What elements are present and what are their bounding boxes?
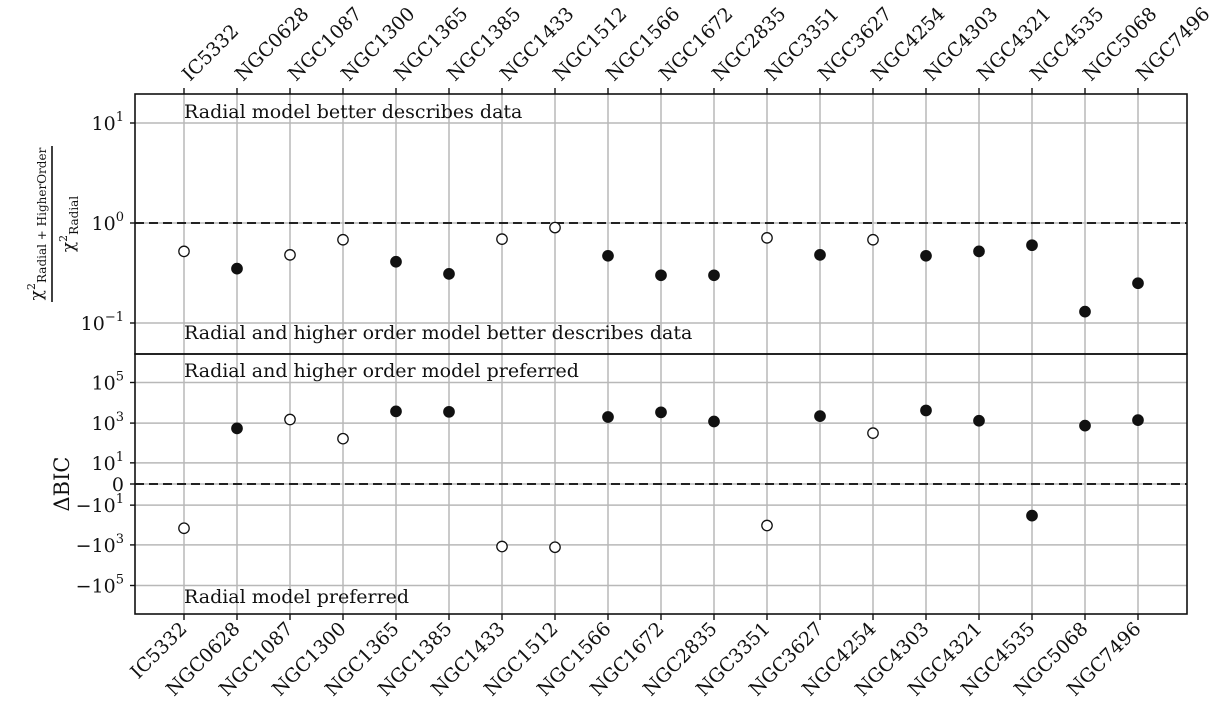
top-ytick-label: 10−1	[81, 310, 124, 335]
top-point-NGC3627	[814, 249, 826, 261]
top-point-IC5332	[178, 245, 190, 258]
reference-lines	[135, 222, 1187, 485]
top-point-NGC3351	[761, 232, 773, 244]
annotation-top-lower: Radial and higher order model better des…	[184, 322, 692, 344]
bottom-point-NGC1512	[549, 541, 561, 554]
bottom-point-NGC1433	[496, 540, 508, 553]
bottom-ylabel: ΔBIC	[50, 457, 74, 512]
top-ylabel: χ2Radial + HigherOrder χ2Radial	[25, 146, 81, 302]
bottom-ytick-label: 105	[92, 369, 124, 394]
top-point-NGC0628	[231, 262, 243, 275]
chart-text: 10110010−11051031010−101−103−105IC5332IC…	[25, 3, 1215, 700]
axes-frame	[130, 88, 1188, 620]
top-point-NGC4321	[973, 245, 985, 258]
bottom-point-NGC2835	[708, 415, 720, 428]
bottom-point-NGC1365	[390, 405, 402, 418]
bottom-point-NGC1087	[284, 413, 296, 426]
top-ylabel-numerator: χ2Radial + HigherOrder	[25, 147, 49, 300]
bottom-point-NGC1300	[337, 432, 349, 445]
bottom-point-NGC4535	[1026, 509, 1038, 522]
data-points	[178, 221, 1144, 554]
annotation-bottom-upper: Radial and higher order model preferred	[184, 360, 579, 382]
category-label-top: IC5332	[178, 20, 243, 85]
top-point-NGC1672	[655, 269, 667, 282]
bottom-point-NGC4254	[867, 427, 879, 439]
top-ylabel-denominator: χ2Radial	[57, 196, 81, 252]
bottom-point-NGC1385	[443, 405, 455, 418]
bottom-ytick-label: 101	[92, 450, 124, 475]
bottom-ytick-label: 0	[112, 474, 124, 496]
top-point-NGC1385	[443, 268, 455, 280]
top-point-NGC4535	[1026, 239, 1038, 252]
top-point-NGC1512	[549, 221, 561, 234]
top-point-NGC1365	[390, 255, 402, 268]
annotation-bottom-lower: Radial model preferred	[184, 586, 409, 608]
top-point-NGC1300	[337, 233, 349, 246]
annotation-top-upper: Radial model better describes data	[184, 101, 522, 123]
top-point-NGC4254	[867, 233, 879, 246]
top-point-NGC1087	[284, 249, 296, 261]
bottom-ytick-label: −103	[76, 532, 124, 557]
top-ytick-label: 100	[92, 210, 124, 235]
top-point-NGC1566	[602, 249, 614, 262]
bottom-point-IC5332	[178, 522, 190, 535]
bottom-point-NGC5068	[1079, 419, 1091, 432]
bottom-point-NGC3351	[761, 519, 773, 532]
bottom-ytick-label: −105	[76, 573, 124, 598]
top-point-NGC2835	[708, 269, 720, 282]
bottom-point-NGC4321	[973, 414, 985, 427]
bottom-point-NGC1672	[655, 406, 667, 419]
bottom-point-NGC7496	[1132, 414, 1144, 426]
top-point-NGC1433	[496, 233, 508, 245]
bottom-point-NGC0628	[231, 422, 243, 435]
bottom-ytick-label: 103	[92, 410, 124, 435]
bottom-point-NGC3627	[814, 410, 826, 422]
bottom-point-NGC1566	[602, 411, 614, 423]
bottom-ytick-label: −101	[76, 492, 124, 517]
top-point-NGC4303	[920, 249, 932, 262]
top-point-NGC7496	[1132, 277, 1144, 290]
top-ytick-label: 101	[92, 110, 124, 135]
top-point-NGC5068	[1079, 305, 1091, 318]
bottom-point-NGC4303	[920, 404, 932, 417]
